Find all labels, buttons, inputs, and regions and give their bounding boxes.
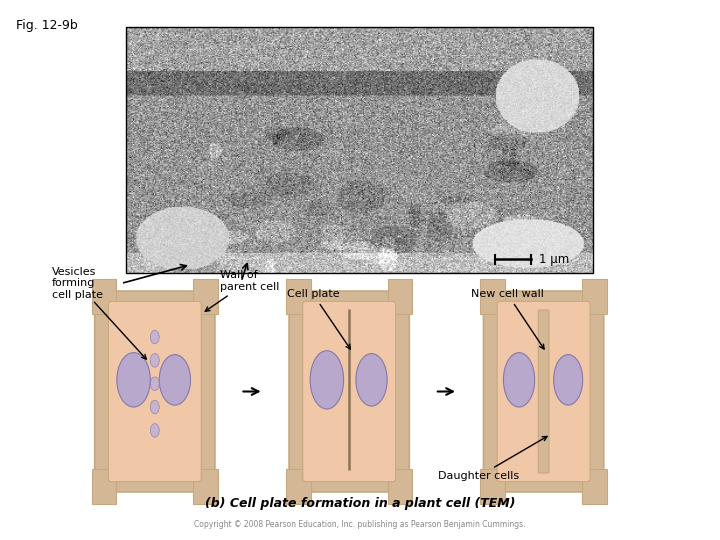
Ellipse shape	[310, 350, 343, 409]
Bar	[91, 469, 116, 504]
Bar	[480, 279, 505, 314]
Bar	[126, 27, 593, 273]
Bar	[286, 279, 310, 314]
Text: Vesicles
forming
cell plate: Vesicles forming cell plate	[52, 267, 146, 359]
Text: 1 μm: 1 μm	[539, 253, 569, 266]
Bar	[582, 469, 607, 504]
FancyBboxPatch shape	[95, 291, 215, 492]
Ellipse shape	[117, 353, 150, 407]
Ellipse shape	[150, 330, 159, 344]
Ellipse shape	[159, 355, 191, 405]
Bar	[286, 469, 310, 504]
Bar	[194, 279, 218, 314]
Ellipse shape	[503, 353, 535, 407]
Text: Daughter cells: Daughter cells	[438, 436, 547, 481]
FancyBboxPatch shape	[289, 291, 409, 492]
Ellipse shape	[150, 423, 159, 437]
Text: Fig. 12-9b: Fig. 12-9b	[16, 19, 78, 32]
FancyBboxPatch shape	[498, 301, 590, 482]
Ellipse shape	[356, 354, 387, 406]
FancyBboxPatch shape	[484, 291, 603, 492]
Bar	[91, 279, 116, 314]
Ellipse shape	[150, 400, 159, 414]
Bar	[388, 469, 413, 504]
FancyBboxPatch shape	[302, 301, 396, 482]
Ellipse shape	[554, 355, 582, 405]
Text: Copyright © 2008 Pearson Education, Inc. publishing as Pearson Benjamin Cummings: Copyright © 2008 Pearson Education, Inc.…	[194, 521, 526, 529]
Text: Wall of
parent cell: Wall of parent cell	[205, 270, 279, 311]
FancyBboxPatch shape	[108, 301, 201, 482]
Ellipse shape	[150, 377, 159, 390]
Text: (b) Cell plate formation in a plant cell (TEM): (b) Cell plate formation in a plant cell…	[204, 497, 516, 510]
Bar	[194, 469, 218, 504]
Text: Cell plate: Cell plate	[287, 289, 351, 349]
Bar	[480, 469, 505, 504]
FancyBboxPatch shape	[539, 310, 549, 473]
Text: New cell wall: New cell wall	[471, 289, 544, 349]
Bar	[582, 279, 607, 314]
Ellipse shape	[150, 354, 159, 367]
Bar	[388, 279, 413, 314]
